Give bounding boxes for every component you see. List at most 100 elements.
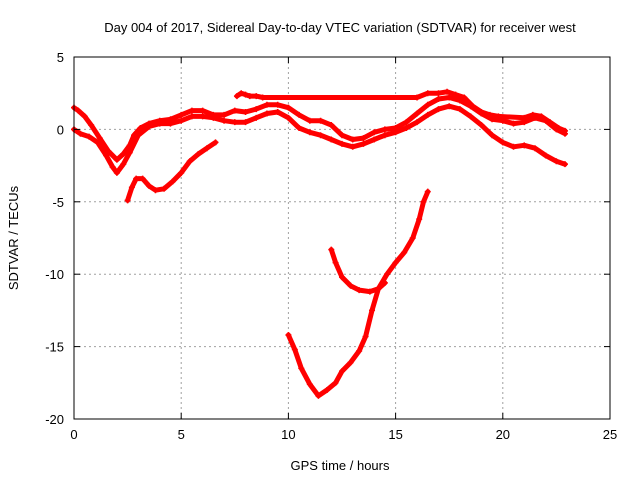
data-point-marker [529, 111, 536, 118]
data-point-marker [113, 169, 120, 176]
data-point-marker [296, 124, 303, 131]
data-point-marker [259, 94, 266, 101]
data-point-marker [199, 113, 206, 120]
data-point-marker [285, 332, 292, 339]
data-point-marker [435, 90, 442, 97]
data-point-marker [360, 140, 367, 147]
data-point-marker [401, 249, 408, 256]
data-point-marker [274, 109, 281, 116]
x-tick-label: 20 [496, 427, 510, 442]
data-point-marker [253, 93, 260, 100]
data-point-marker [403, 124, 410, 131]
series-upper-alt [71, 103, 568, 176]
data-point-marker [291, 346, 298, 353]
data-point-marker [362, 333, 369, 340]
series-line [285, 189, 431, 399]
data-point-marker [339, 274, 345, 281]
series-line [125, 139, 218, 203]
data-point-marker [124, 197, 131, 204]
data-point-marker [339, 368, 345, 375]
data-point-marker [178, 169, 185, 176]
data-point-marker [553, 158, 560, 165]
data-point-marker [546, 119, 553, 126]
data-point-marker [178, 117, 185, 124]
data-point-marker [339, 132, 345, 139]
series-mid-segment [328, 246, 388, 295]
data-point-marker [285, 104, 292, 111]
y-tick-label: -10 [45, 267, 64, 282]
x-tick-label: 0 [70, 427, 77, 442]
data-point-marker [253, 114, 260, 121]
data-point-marker [186, 158, 193, 165]
data-point-marker [424, 111, 431, 118]
data-point-marker [446, 103, 453, 110]
data-point-marker [296, 111, 303, 118]
x-tick-label: 10 [281, 427, 295, 442]
data-point-marker [317, 117, 324, 124]
axis-ticks: 0 5 10 15 20 25 5 0 -5 -10 -15 -20 [45, 50, 617, 442]
data-series [71, 88, 568, 399]
data-point-marker [161, 185, 168, 192]
x-tick-label: 25 [603, 427, 617, 442]
series-low-segment [124, 139, 219, 204]
data-point-marker [495, 113, 502, 120]
data-point-marker [103, 152, 110, 159]
data-point-marker [212, 139, 219, 146]
data-point-marker [489, 132, 496, 139]
data-point-marker [510, 143, 517, 150]
data-point-marker [478, 122, 485, 129]
data-point-marker [416, 216, 423, 223]
data-point-marker [347, 282, 354, 289]
data-point-marker [332, 259, 339, 266]
data-point-marker [120, 161, 127, 168]
data-point-marker [328, 136, 335, 143]
data-point-marker [178, 111, 185, 118]
data-point-marker [328, 122, 335, 129]
data-point-marker [461, 94, 468, 101]
y-axis-label: SDTVAR / TECUs [6, 185, 21, 290]
data-point-marker [231, 119, 238, 126]
series-line [234, 89, 568, 134]
data-point-marker [424, 188, 431, 195]
data-point-marker [263, 110, 270, 117]
data-point-marker [306, 117, 313, 124]
data-point-marker [169, 178, 176, 185]
data-point-marker [146, 123, 153, 130]
data-point-marker [381, 126, 388, 133]
data-point-marker [538, 113, 545, 120]
series-deep-segment [285, 188, 431, 399]
data-point-marker [188, 107, 195, 114]
data-point-marker [156, 120, 163, 127]
data-point-marker [133, 175, 140, 182]
data-point-marker [555, 124, 562, 131]
data-point-marker [531, 145, 538, 152]
data-point-marker [210, 114, 217, 121]
data-point-marker [109, 164, 116, 171]
data-point-marker [221, 111, 228, 118]
data-point-marker [403, 119, 410, 126]
data-point-marker [435, 95, 442, 102]
y-tick-label: -5 [52, 195, 64, 210]
x-axis-label: GPS time / hours [291, 458, 390, 473]
data-point-marker [221, 117, 228, 124]
data-point-marker [86, 133, 93, 140]
data-point-marker [323, 387, 330, 394]
data-point-marker [120, 151, 127, 158]
data-point-marker [113, 156, 120, 163]
x-tick-label: 5 [178, 427, 185, 442]
data-point-marker [356, 347, 363, 354]
data-point-marker [420, 198, 427, 205]
data-point-marker [478, 109, 485, 116]
data-point-marker [332, 379, 339, 386]
chart-title: Day 004 of 2017, Sidereal Day-to-day VTE… [104, 20, 576, 35]
data-point-marker [203, 145, 210, 152]
data-point-marker [392, 129, 399, 136]
data-point-marker [126, 149, 133, 156]
data-point-marker [167, 120, 174, 127]
data-point-marker [424, 101, 431, 108]
data-point-marker [233, 93, 240, 100]
grid-lines [74, 57, 610, 419]
data-point-marker [521, 142, 528, 149]
data-point-marker [306, 129, 313, 136]
